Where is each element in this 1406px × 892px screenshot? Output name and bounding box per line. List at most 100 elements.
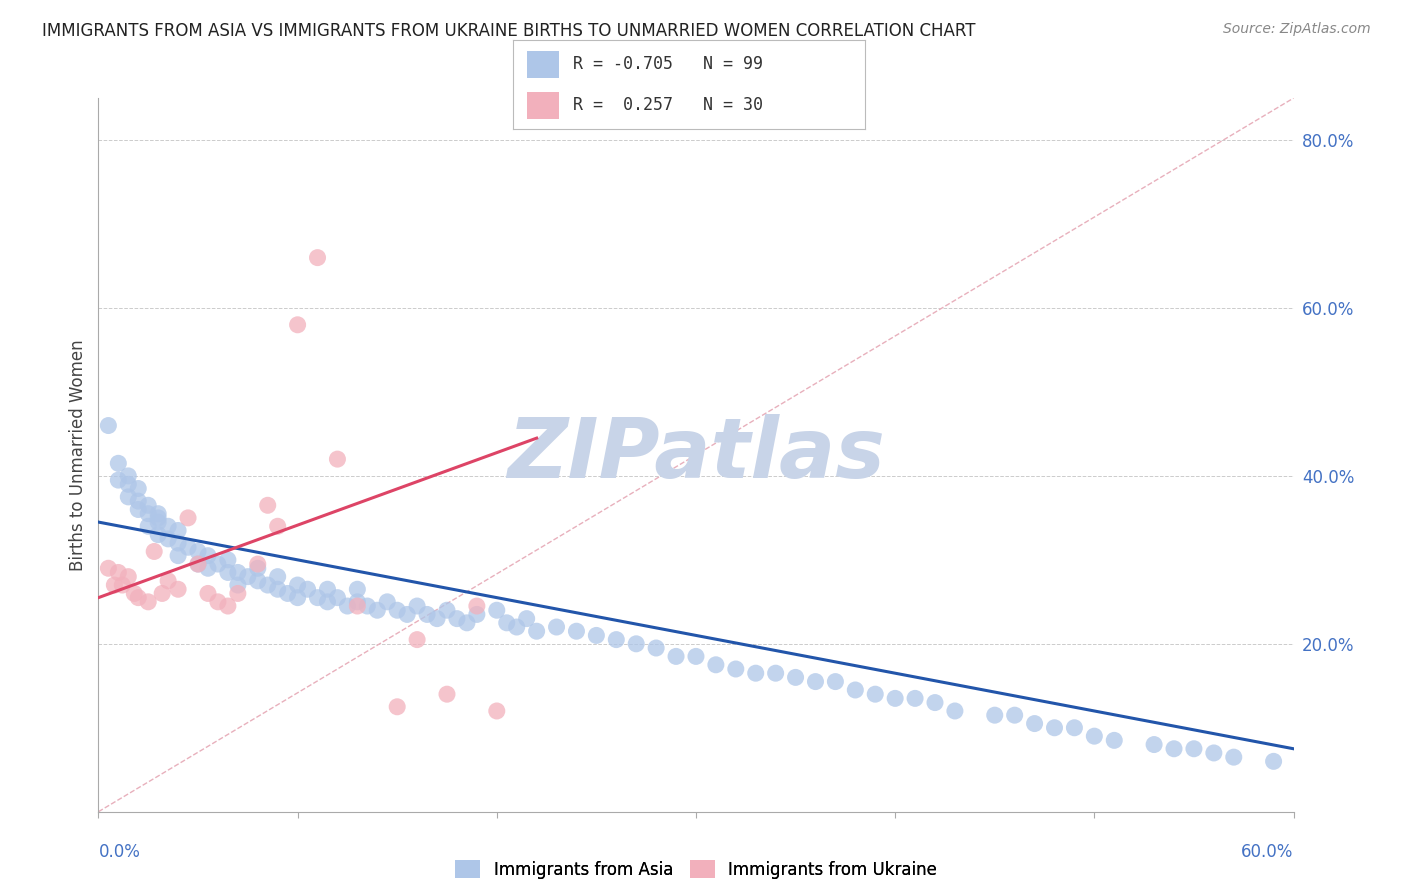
Point [824,674,846,689]
Point [1143,738,1166,752]
Point [136,595,159,609]
Point [844,683,866,698]
Point [256,498,278,512]
Point [127,502,149,516]
Point [157,519,180,533]
Point [765,666,787,681]
Point [117,469,139,483]
Point [267,582,290,597]
Point [585,628,607,642]
Text: 0.0%: 0.0% [98,843,141,861]
Point [406,632,429,647]
Point [148,515,170,529]
Legend: Immigrants from Asia, Immigrants from Ukraine: Immigrants from Asia, Immigrants from Uk… [449,854,943,886]
Point [117,490,139,504]
Point [1043,721,1066,735]
Point [136,498,159,512]
Point [356,599,378,613]
Y-axis label: Births to Unmarried Women: Births to Unmarried Women [69,339,87,571]
Point [366,603,388,617]
Point [346,582,368,597]
Point [148,527,170,541]
Point [136,507,159,521]
Point [385,699,409,714]
Point [665,649,688,664]
Point [1024,716,1046,731]
Point [485,603,508,617]
Point [246,561,269,575]
Point [177,511,200,525]
Point [1202,746,1225,760]
Point [217,553,239,567]
Point [167,524,190,538]
Point [1083,729,1105,743]
Point [436,687,458,701]
Point [111,578,134,592]
Point [436,603,458,617]
Point [396,607,419,622]
Point [267,569,290,583]
Point [375,595,398,609]
Text: 60.0%: 60.0% [1241,843,1294,861]
Point [704,657,727,672]
Point [157,532,180,546]
Point [565,624,588,639]
Point [97,561,120,575]
Point [143,544,166,558]
Point [167,582,190,597]
Point [103,578,125,592]
Point [197,561,219,575]
Point [267,519,290,533]
Point [148,507,170,521]
Point [546,620,568,634]
Point [117,477,139,491]
Point [1182,741,1205,756]
Point [526,624,548,639]
Point [307,251,329,265]
Point [150,586,173,600]
Point [127,591,149,605]
Point [236,569,259,583]
Point [226,566,249,580]
Point [107,473,129,487]
Point [124,586,146,600]
Point [983,708,1005,723]
Point [297,582,319,597]
Point [346,595,368,609]
Point [485,704,508,718]
Point [724,662,747,676]
Point [336,599,359,613]
Point [316,595,339,609]
Point [884,691,907,706]
Point [256,578,278,592]
Point [406,599,429,613]
Point [804,674,827,689]
Point [127,482,149,496]
Point [157,574,180,588]
Point [277,586,299,600]
Point [943,704,966,718]
Point [187,544,209,558]
Point [624,637,647,651]
Point [287,578,309,592]
Point [516,612,538,626]
Point [605,632,627,647]
Point [107,566,129,580]
Point [745,666,768,681]
Point [197,586,219,600]
Point [446,612,468,626]
Point [385,603,409,617]
Point [1263,755,1285,769]
Bar [527,92,558,119]
Point [226,586,249,600]
Point [685,649,707,664]
Point [785,670,807,684]
Point [197,549,219,563]
Text: ZIPatlas: ZIPatlas [508,415,884,495]
Point [904,691,927,706]
Point [217,566,239,580]
Point [177,541,200,555]
Point [426,612,449,626]
Point [167,549,190,563]
Point [226,578,249,592]
